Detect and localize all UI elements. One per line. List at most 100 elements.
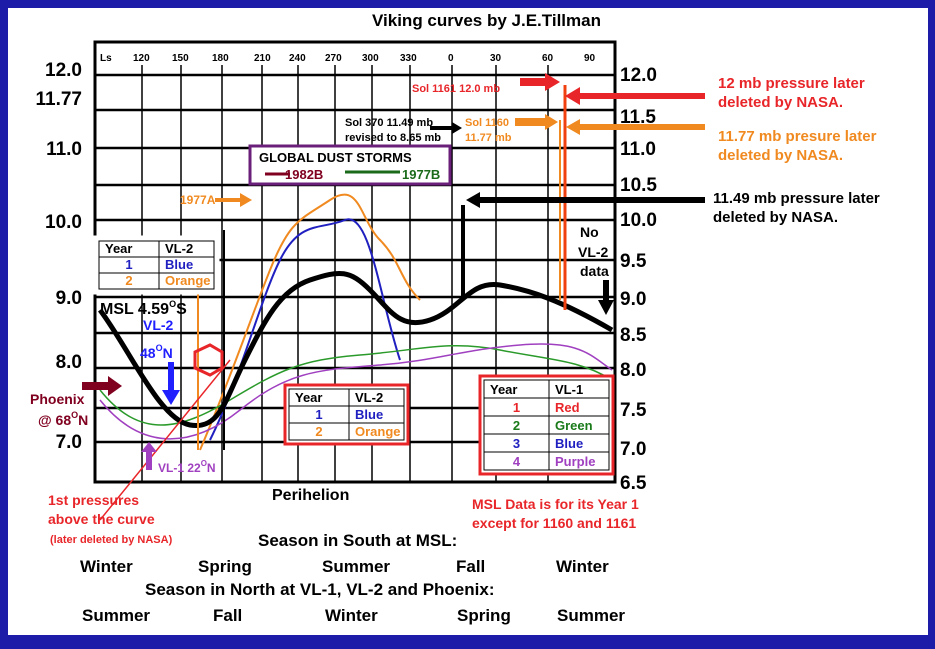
text: O bbox=[201, 459, 207, 468]
dust-label: 1977B bbox=[402, 167, 440, 182]
season-heading: Season in South at MSL: bbox=[258, 531, 457, 550]
legend-text: VL-2 bbox=[165, 241, 193, 256]
legend-cell bbox=[348, 422, 405, 441]
annotation: (later deleted by NASA) bbox=[50, 534, 173, 546]
ls-tick-label: 120 bbox=[133, 53, 150, 64]
legend-cell bbox=[548, 451, 610, 471]
text: O bbox=[156, 343, 163, 353]
season: Spring bbox=[198, 557, 252, 576]
ls-tick-label: 180 bbox=[212, 53, 229, 64]
left-tick-label: 12.0 bbox=[45, 60, 82, 81]
orange-curve bbox=[199, 193, 421, 451]
annotation: revised to 8.65 mb bbox=[345, 132, 441, 144]
panel bbox=[8, 8, 928, 635]
legend-text: 1 bbox=[513, 400, 520, 415]
left-tick-label: 10.0 bbox=[45, 212, 82, 233]
annotation: Sol 1160 bbox=[465, 117, 509, 129]
left-tick-label: 8.0 bbox=[56, 352, 82, 373]
season: Winter bbox=[556, 557, 609, 576]
legend-text: Orange bbox=[165, 273, 211, 288]
legend-text: 3 bbox=[513, 436, 520, 451]
legend-text: VL-2 bbox=[355, 390, 383, 405]
text: N bbox=[78, 412, 88, 428]
right-tick-label: 7.5 bbox=[620, 400, 647, 421]
text: MSL 4.59 bbox=[100, 301, 169, 318]
right-tick-label: 7.0 bbox=[620, 439, 646, 460]
right-tick-label: 10.0 bbox=[620, 210, 657, 231]
right-tick-label: 6.5 bbox=[620, 473, 647, 494]
annotation: MSL 4.59OS bbox=[100, 299, 187, 318]
season: Summer bbox=[557, 606, 625, 625]
dust-label: 1977A bbox=[180, 193, 216, 207]
ls-tick-label: Ls bbox=[100, 53, 112, 64]
text: S bbox=[176, 301, 187, 318]
legend-text: 1 bbox=[125, 257, 132, 272]
annotation: VL-2 bbox=[143, 317, 174, 333]
ls-tick-label: 240 bbox=[289, 53, 306, 64]
legend-text: Blue bbox=[165, 257, 193, 272]
annotation: VL-2 bbox=[578, 244, 609, 260]
right-tick-label: 10.5 bbox=[620, 175, 657, 196]
curves bbox=[97, 85, 614, 521]
season: Fall bbox=[213, 606, 242, 625]
ls-tick-label: 330 bbox=[400, 53, 417, 64]
ls-tick-label: 300 bbox=[362, 53, 379, 64]
legend-text: 2 bbox=[315, 424, 322, 439]
left-tick-label: 11.77 bbox=[36, 89, 83, 110]
left-tick-label: 11.0 bbox=[46, 139, 82, 160]
ls-tick-label: 30 bbox=[490, 53, 502, 64]
annotation: @ 68ON bbox=[38, 410, 88, 428]
season: Spring bbox=[457, 606, 511, 625]
ls-tick-label: 150 bbox=[172, 53, 189, 64]
blue-curve bbox=[209, 218, 401, 441]
text: O bbox=[71, 410, 78, 420]
legend-text: 4 bbox=[513, 454, 521, 469]
legend-box bbox=[478, 374, 615, 476]
annotation: Sol 370 11.49 mb bbox=[345, 117, 433, 129]
annotation: 1st pressures bbox=[48, 492, 139, 508]
title: Viking curves by J.E.Tillman bbox=[372, 11, 601, 30]
legend-text: 2 bbox=[125, 273, 132, 288]
legend-box bbox=[283, 383, 410, 446]
msl-curve bbox=[97, 270, 614, 429]
season-heading: Season in North at VL-1, VL-2 and Phoeni… bbox=[145, 580, 495, 599]
legend-text: Purple bbox=[555, 454, 595, 469]
legend-text: Red bbox=[555, 400, 580, 415]
annotation: data bbox=[580, 263, 609, 279]
right-tick-label: 9.5 bbox=[620, 251, 647, 272]
season: Fall bbox=[456, 557, 485, 576]
legend-cell bbox=[158, 272, 215, 290]
annotation: No bbox=[580, 224, 599, 240]
dust-label: 1982B bbox=[285, 167, 323, 182]
note: 11.77 mb presure later bbox=[718, 128, 877, 145]
left-tick-label: 9.0 bbox=[56, 288, 82, 309]
season: Winter bbox=[325, 606, 378, 625]
annotation: above the curve bbox=[48, 511, 155, 527]
ls-tick-label: 270 bbox=[325, 53, 342, 64]
annotation: Perihelion bbox=[272, 487, 349, 504]
legend-text: Year bbox=[490, 382, 517, 397]
ls-tick-label: 0 bbox=[448, 53, 454, 64]
note: deleted by NASA. bbox=[718, 147, 843, 164]
arrows bbox=[82, 73, 705, 470]
right-tick-label: 11.0 bbox=[620, 139, 656, 160]
note: 11.49 mb pressure later bbox=[713, 190, 880, 207]
note: 12 mb pressure later bbox=[718, 75, 865, 92]
ls-tick-label: 210 bbox=[254, 53, 271, 64]
text: 48 bbox=[140, 345, 156, 361]
legend-text: Orange bbox=[355, 424, 401, 439]
right-tick-label: 8.0 bbox=[620, 360, 646, 381]
legend-text: Blue bbox=[555, 436, 583, 451]
season: Summer bbox=[322, 557, 390, 576]
legend-text: 1 bbox=[315, 407, 322, 422]
text: O bbox=[169, 299, 176, 309]
annotation: 48ON bbox=[140, 343, 173, 361]
purple-curve bbox=[99, 343, 613, 440]
dust-title: GLOBAL DUST STORMS bbox=[259, 150, 412, 165]
ls-tick-label: 90 bbox=[584, 53, 596, 64]
annotation: VL-1 22ON bbox=[158, 459, 216, 475]
annotation: MSL Data is for its Year 1 bbox=[472, 496, 639, 512]
note: deleted by NASA. bbox=[718, 94, 843, 111]
legend-box bbox=[93, 235, 220, 295]
dust-box bbox=[248, 144, 452, 186]
